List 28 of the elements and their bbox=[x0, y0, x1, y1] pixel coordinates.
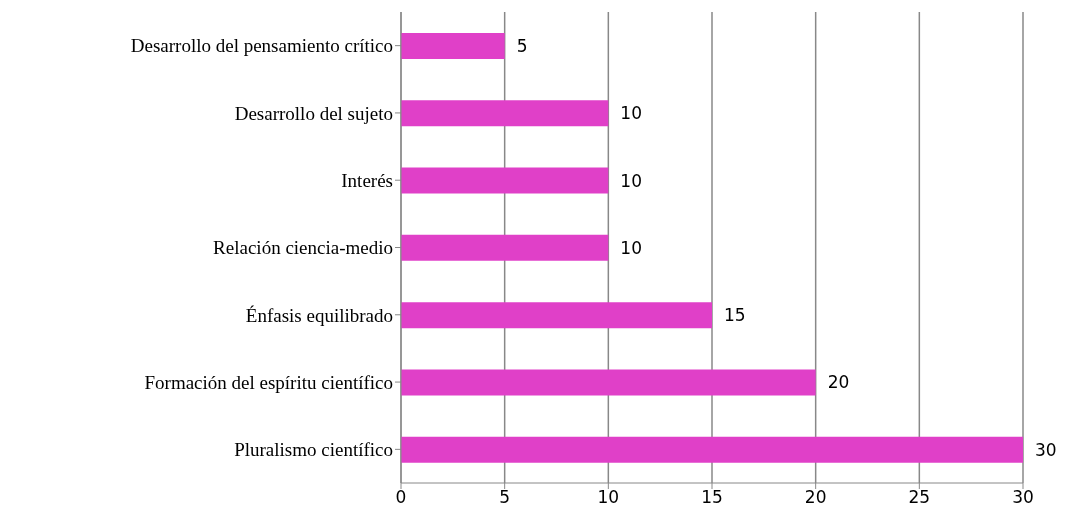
x-tick-label: 30 bbox=[1012, 487, 1034, 508]
y-tick-label: Formación del espíritu científico bbox=[144, 371, 393, 393]
y-tick-label: Desarrollo del pensamiento crítico bbox=[130, 35, 393, 57]
data-label: 5 bbox=[516, 36, 528, 57]
x-tick-label: 15 bbox=[701, 487, 723, 508]
data-label: 15 bbox=[724, 305, 746, 326]
x-tick-label: 25 bbox=[908, 487, 931, 508]
y-tick-label: Énfasis equilibrado bbox=[245, 304, 393, 326]
data-label: 10 bbox=[620, 103, 642, 124]
bar bbox=[401, 369, 816, 396]
y-tick-label: Pluralismo científico bbox=[234, 439, 393, 461]
bar bbox=[401, 100, 609, 127]
data-label: 10 bbox=[620, 170, 642, 191]
x-tick-label: 0 bbox=[395, 487, 407, 508]
bar bbox=[401, 302, 712, 329]
x-tick-label: 10 bbox=[597, 487, 620, 508]
data-label: 10 bbox=[620, 237, 642, 258]
bar bbox=[401, 436, 1023, 463]
data-label: 20 bbox=[827, 372, 850, 393]
bar bbox=[401, 167, 609, 194]
bar bbox=[401, 33, 505, 59]
y-tick-label: Relación ciencia-medio bbox=[213, 237, 393, 259]
y-tick-label: Desarrollo del sujeto bbox=[234, 102, 393, 124]
x-tick-label: 5 bbox=[499, 487, 511, 508]
bar bbox=[401, 234, 609, 261]
y-tick-label: Interés bbox=[341, 169, 393, 191]
x-tick-label: 20 bbox=[804, 487, 827, 508]
data-label: 30 bbox=[1035, 439, 1057, 460]
